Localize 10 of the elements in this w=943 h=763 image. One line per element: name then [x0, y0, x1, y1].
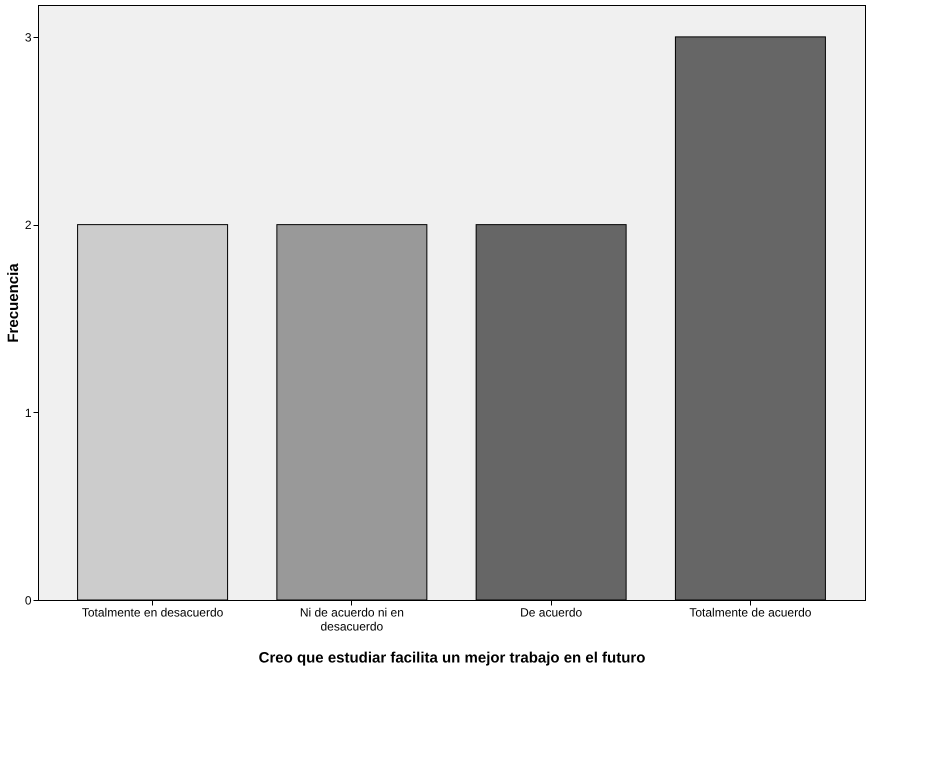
x-tick-label: De acuerdo [520, 606, 582, 620]
y-tick-label: 0 [24, 594, 32, 608]
y-tick-label: 1 [24, 406, 32, 420]
x-tick-label: Totalmente de acuerdo [689, 606, 812, 620]
x-axis-title: Creo que estudiar facilita un mejor trabajo en el futuro [258, 650, 646, 666]
y-tick-label: 3 [24, 30, 32, 44]
y-tick-label: 2 [24, 218, 32, 232]
y-axis-title: Frecuencia [4, 262, 22, 343]
x-tick-label: Totalmente en desacuerdo [82, 606, 224, 620]
x-tick-label: Ni de acuerdo ni en desacuerdo [300, 606, 404, 634]
